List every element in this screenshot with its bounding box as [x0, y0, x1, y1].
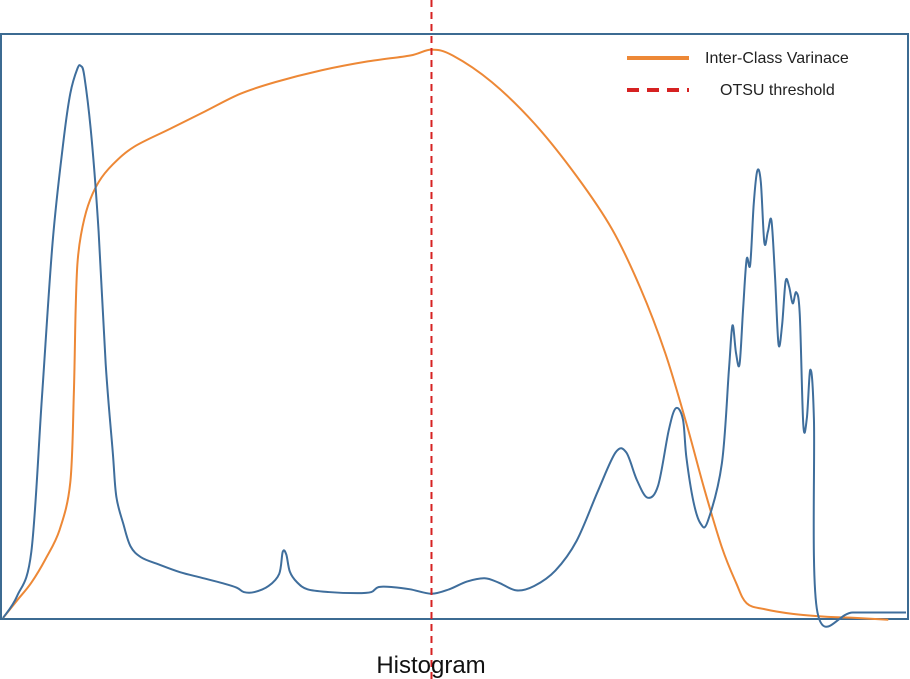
x-axis-label: Histogram: [376, 652, 485, 679]
variance-series-line: [2, 48, 889, 621]
legend-label-threshold: OTSU threshold: [720, 82, 835, 99]
legend-label-variance: Inter-Class Varinace: [705, 50, 849, 67]
histogram-series-line: [2, 64, 906, 628]
legend: Inter-Class Varinace OTSU threshold: [627, 50, 849, 99]
plot-frame: [0, 33, 909, 620]
